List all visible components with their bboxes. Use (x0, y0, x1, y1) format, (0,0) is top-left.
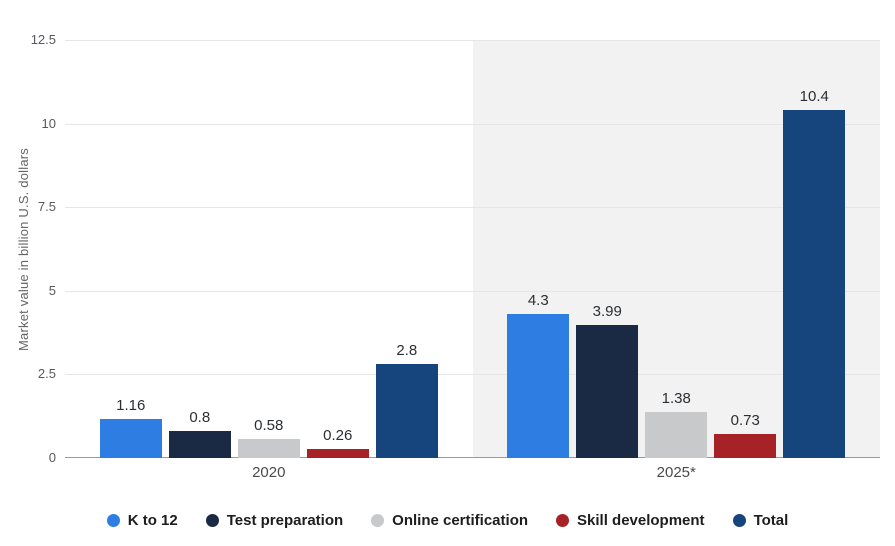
y-gridline-5 (65, 290, 880, 292)
legend-item-k-to-12[interactable]: K to 12 (106, 512, 178, 529)
plot-area: 1.16 0.8 0.58 0.26 2.8 4.3 3.99 1.38 0.73 10.4 (65, 40, 880, 458)
legend-label-skill-development: Skill development (577, 512, 705, 529)
y-gridline-2.5 (65, 374, 880, 376)
legend-item-skill-development[interactable]: Skill development (556, 512, 705, 529)
bar-online-certification-2025[interactable] (645, 411, 708, 458)
y-gridline-10 (65, 123, 880, 125)
y-tick-7.5: 7.5 (37, 199, 56, 215)
legend-item-online-certification[interactable]: Online certification (371, 512, 528, 529)
bar-test-preparation-2020[interactable] (168, 431, 231, 458)
value-label-total-2020: 2.8 (396, 342, 418, 360)
y-gridline-12.5 (65, 40, 880, 41)
x-axis-label-2020: 2020 (252, 464, 286, 481)
bar-test-preparation-2025[interactable] (576, 324, 639, 458)
y-tick-12.5: 12.5 (30, 32, 56, 47)
y-tick-5: 5 (48, 282, 56, 298)
value-label-k-to-12-2025: 4.3 (527, 292, 549, 310)
value-label-test-preparation-2025: 3.99 (592, 302, 622, 320)
bar-total-2025[interactable] (783, 110, 846, 458)
value-label-online-certification-2020: 0.58 (254, 416, 284, 434)
bar-online-certification-2020[interactable] (237, 438, 300, 458)
x-axis-label-2025: 2025* (656, 464, 696, 481)
bar-skill-development-2025[interactable] (714, 433, 777, 458)
y-tick-0: 0 (48, 450, 56, 465)
bar-slot-test-preparation-2020: 0.8 (168, 40, 231, 458)
bar-slot-k-to-12-2020: 1.16 (99, 40, 162, 458)
bars-container: 1.16 0.8 0.58 0.26 2.8 4.3 3.99 1.38 0.73 10.4 (65, 40, 880, 458)
bar-slot-total-2025: 10.4 (783, 40, 846, 458)
y-gridline-7.5 (65, 207, 880, 209)
y-axis: 0 2.5 5 7.5 10 12.5 (0, 32, 56, 465)
y-tick-10: 10 (41, 115, 56, 131)
legend-item-test-preparation[interactable]: Test preparation (205, 512, 344, 529)
y-tick-2.5: 2.5 (37, 366, 56, 382)
legend-label-k-to-12: K to 12 (127, 512, 178, 529)
value-label-test-preparation-2020: 0.8 (189, 409, 211, 427)
legend-marker-skill-development (556, 514, 570, 527)
legend: K to 12 Test preparation Online certificat… (0, 512, 895, 529)
bar-skill-development-2020[interactable] (306, 449, 369, 458)
bar-slot-test-preparation-2025: 3.99 (576, 40, 639, 458)
legend-label-test-preparation: Test preparation (226, 512, 344, 529)
bar-slot-skill-development-2025: 0.73 (714, 40, 777, 458)
legend-item-total[interactable]: Total (732, 512, 789, 529)
x-axis-labels: 2020 2025* (65, 464, 880, 481)
bar-slot-k-to-12-2025: 4.3 (507, 40, 570, 458)
bar-slot-skill-development-2020: 0.26 (306, 40, 369, 458)
legend-marker-online-certification (371, 514, 385, 527)
legend-label-total: Total (753, 512, 789, 529)
bar-total-2020[interactable] (375, 364, 438, 458)
legend-marker-total (732, 514, 746, 527)
bar-k-to-12-2020[interactable] (99, 419, 162, 458)
bar-slot-online-certification-2020: 0.58 (237, 40, 300, 458)
value-label-skill-development-2020: 0.26 (323, 427, 353, 445)
bar-k-to-12-2025[interactable] (507, 314, 570, 458)
category-group-2020: 1.16 0.8 0.58 0.26 2.8 (65, 40, 473, 458)
value-label-online-certification-2025: 1.38 (661, 389, 691, 407)
legend-marker-test-preparation (205, 514, 219, 527)
legend-label-online-certification: Online certification (392, 512, 529, 529)
category-group-2025: 4.3 3.99 1.38 0.73 10.4 (473, 40, 881, 458)
x-axis-line (65, 457, 880, 458)
bar-slot-online-certification-2025: 1.38 (645, 40, 708, 458)
value-label-total-2025: 10.4 (799, 88, 829, 106)
legend-marker-k-to-12 (106, 514, 120, 527)
value-label-skill-development-2025: 0.73 (730, 411, 760, 429)
value-label-k-to-12-2020: 1.16 (116, 397, 146, 415)
bar-slot-total-2020: 2.8 (375, 40, 438, 458)
